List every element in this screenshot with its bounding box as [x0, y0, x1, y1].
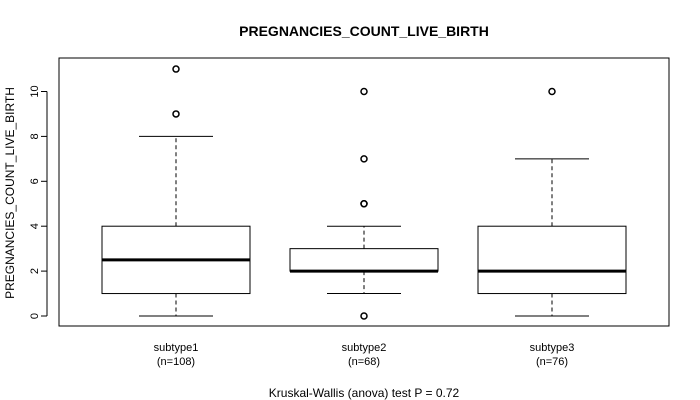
group-n-label: (n=76)	[536, 356, 568, 368]
outlier-point	[360, 312, 368, 320]
x-axis-labels: subtype1 (n=108) subtype2 (n=68) subtype3 (n=…	[154, 342, 575, 368]
test-footnote: Kruskal-Wallis (anova) test P = 0.72	[269, 386, 460, 400]
y-tick-label: 4	[29, 223, 41, 229]
outlier-point	[172, 65, 180, 73]
outlier-point	[360, 155, 368, 163]
outlier-point	[360, 200, 368, 208]
group-label: subtype3	[530, 342, 575, 354]
y-tick-label: 2	[29, 268, 41, 274]
outlier-point	[172, 110, 180, 118]
box-subtype1	[101, 65, 251, 317]
group-label: subtype2	[342, 342, 387, 354]
y-tick-label: 10	[29, 85, 41, 97]
group-n-label: (n=108)	[157, 356, 195, 368]
outlier-point	[360, 87, 368, 96]
group-n-label: (n=68)	[348, 356, 380, 368]
iqr-box	[477, 225, 627, 295]
outlier-point	[548, 87, 556, 96]
box-subtype2	[289, 87, 439, 320]
boxes	[101, 65, 627, 320]
group-label: subtype1	[154, 342, 199, 354]
plot-frame	[58, 57, 670, 327]
box-subtype3	[477, 87, 627, 317]
iqr-box	[289, 248, 439, 272]
y-tick-label: 6	[29, 178, 41, 184]
chart-title: PREGNANCIES_COUNT_LIVE_BIRTH	[239, 23, 489, 39]
y-axis: 0 2 4 6 8 10	[29, 85, 48, 319]
y-tick-label: 0	[29, 313, 41, 319]
y-tick-label: 8	[29, 133, 41, 139]
y-axis-label: PREGNANCIES_COUNT_LIVE_BIRTH	[3, 87, 17, 299]
